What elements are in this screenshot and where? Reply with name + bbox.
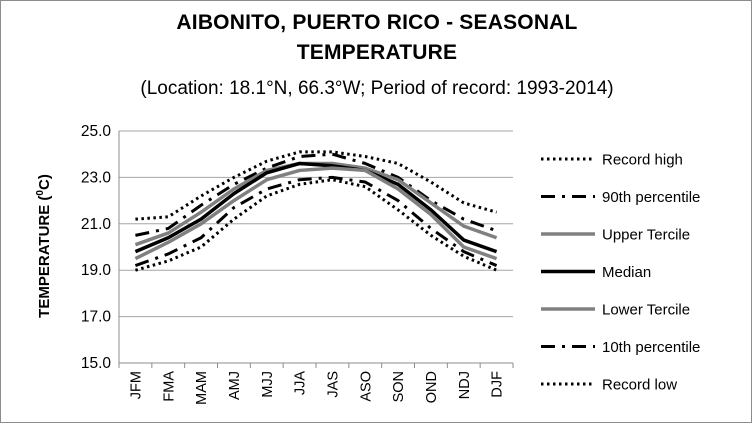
series-line-upper-tercile [134,161,498,247]
legend-label: Upper Tercile [602,227,690,244]
series-lines [134,150,498,272]
y-tick-label: 23.0 [81,169,112,186]
series-line-record-low [135,178,498,272]
series-line-10th-percentile [134,175,498,267]
series-line-lower-tercile [134,166,498,261]
series-line-median [134,161,498,254]
x-tick-label: SON [391,371,407,402]
y-axis-label: TEMPERATURE (0C) [35,174,53,318]
legend-label: Median [602,264,651,281]
x-tick-label: JFM [128,371,144,399]
x-tick-label: OND [424,371,440,403]
x-tick-label: JAS [325,371,341,398]
legend: Record high 90th percentile Upper Tercile M… [541,152,700,394]
y-tick-label: 19.0 [81,262,112,279]
x-tick-label: FMA [161,371,177,402]
legend-label: Record low [602,377,677,394]
x-tick-label: DJF [490,371,506,398]
series-line-90th-percentile [135,152,498,237]
y-tick-label: 25.0 [81,123,112,140]
y-tick-label: 17.0 [81,309,112,326]
x-tick-label: MAM [194,371,210,405]
y-axis-ticks: 15.0 17.0 19.0 21.0 23.0 25.0 [81,123,112,372]
x-axis-ticks: JFM FMA MAM AMJ MJJ JJA JAS ASO SON OND NDJ DJF [118,363,514,405]
y-tick-label: 15.0 [81,355,112,372]
x-tick-label: AMJ [227,371,243,400]
legend-label: Record high [602,152,683,169]
x-tick-label: NDJ [457,371,473,399]
x-tick-label: MJJ [260,371,276,398]
x-tick-label: ASO [358,371,374,402]
legend-label: 90th percentile [602,189,700,206]
y-tick-label: 21.0 [81,216,112,233]
chart-title-line-2: TEMPERATURE [296,41,458,64]
x-tick-label: JJA [293,371,309,396]
chart-subtitle: (Location: 18.1°N, 66.3°W; Period of rec… [140,78,614,99]
legend-label: Lower Tercile [602,302,690,319]
chart-title-line-1: AIBONITO, PUERTO RICO - SEASONAL [176,11,578,34]
series-line-record-high [135,150,497,221]
legend-label: 10th percentile [602,339,700,356]
